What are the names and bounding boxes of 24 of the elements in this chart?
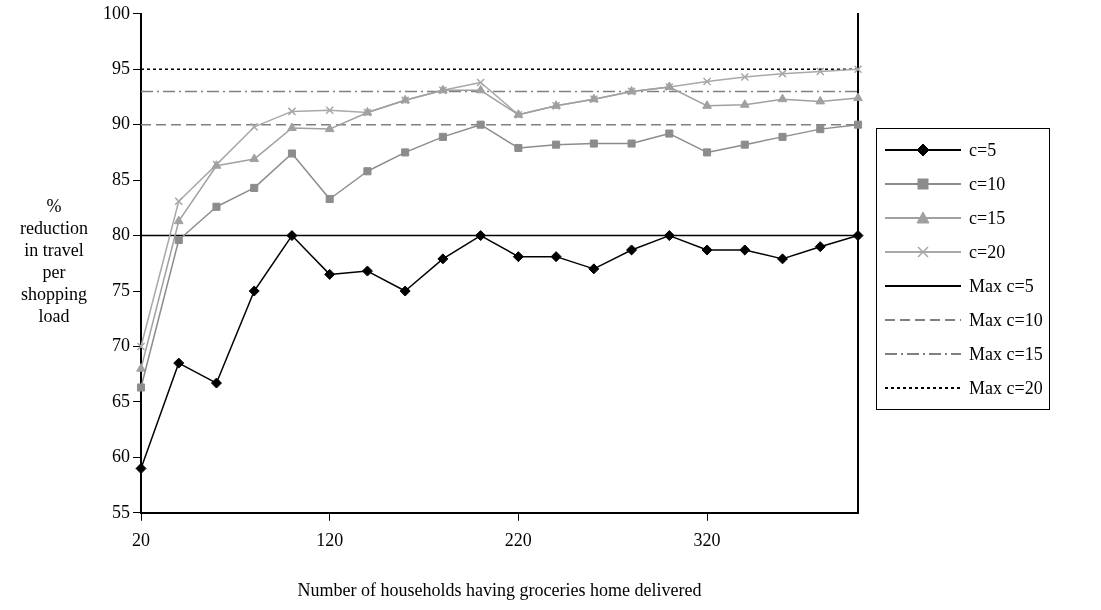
y-tick-label: 75 bbox=[112, 279, 130, 300]
y-tick-label: 55 bbox=[112, 501, 130, 522]
legend-label: c=15 bbox=[969, 207, 1006, 229]
y-tick-label: 95 bbox=[112, 57, 130, 78]
y-tick-label: 80 bbox=[112, 224, 130, 245]
y-tick-label: 85 bbox=[112, 168, 130, 189]
x-tick-label: 220 bbox=[504, 530, 532, 551]
x-axis-title: Number of households having groceries home delivered bbox=[297, 579, 702, 600]
legend-label: c=20 bbox=[969, 241, 1006, 263]
y-axis-title: % reduction in travel per shopping load bbox=[19, 195, 89, 327]
y-tick-label: 90 bbox=[112, 113, 130, 134]
y-tick-label: 100 bbox=[103, 2, 130, 23]
legend-label: c=5 bbox=[969, 139, 997, 161]
legend-label: Max c=15 bbox=[969, 343, 1043, 365]
y-tick-label: 65 bbox=[112, 390, 130, 411]
x-tick-label: 320 bbox=[693, 530, 721, 551]
y-tick-label: 60 bbox=[112, 446, 130, 467]
y-tick-label: 70 bbox=[112, 335, 130, 356]
x-tick-label: 120 bbox=[316, 530, 344, 551]
legend-label: c=10 bbox=[969, 173, 1006, 195]
legend-label: Max c=20 bbox=[969, 377, 1043, 399]
x-tick-label: 20 bbox=[132, 530, 150, 551]
legend-label: Max c=5 bbox=[969, 275, 1034, 297]
legend-label: Max c=10 bbox=[969, 309, 1043, 331]
